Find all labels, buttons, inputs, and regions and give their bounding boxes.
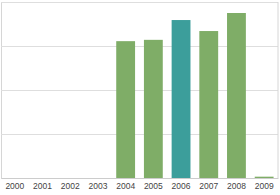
y-tick bbox=[1, 178, 278, 179]
bar bbox=[255, 177, 274, 178]
x-tick: 2004 bbox=[116, 178, 135, 191]
bar bbox=[116, 41, 135, 178]
x-tick-label: 2007 bbox=[199, 181, 218, 191]
x-tick-label: 2003 bbox=[88, 181, 107, 191]
y-axis bbox=[1, 3, 278, 179]
x-axis: 2000 2001 2002 2003 2004 2005 2006 2007 2008 2009 bbox=[2, 178, 279, 191]
bar bbox=[227, 13, 246, 178]
bars bbox=[116, 13, 273, 178]
x-tick: 2008 bbox=[227, 178, 246, 191]
grid-line bbox=[1, 178, 278, 179]
x-tick: 2000 bbox=[5, 178, 24, 191]
x-tick: 2003 bbox=[88, 178, 107, 191]
x-tick-label: 2000 bbox=[5, 181, 24, 191]
x-tick: 2005 bbox=[144, 178, 163, 191]
frame-line bbox=[278, 2, 279, 178]
x-tick-label: 2004 bbox=[116, 181, 135, 191]
grid-line bbox=[1, 2, 278, 3]
x-tick: 2002 bbox=[61, 178, 80, 191]
x-tick-label: 2009 bbox=[255, 181, 274, 191]
y-tick bbox=[1, 2, 278, 3]
x-axis-line bbox=[2, 178, 279, 179]
plot: 2000 2001 2002 2003 2004 2005 2006 2007 2008 2009 bbox=[1, 2, 279, 191]
x-tick-label: 2002 bbox=[61, 181, 80, 191]
x-tick: 2009 bbox=[255, 178, 274, 191]
x-tick: 2007 bbox=[199, 178, 218, 191]
x-tick-label: 2008 bbox=[227, 181, 246, 191]
bar bbox=[144, 40, 163, 178]
x-tick-label: 2005 bbox=[144, 181, 163, 191]
bar bbox=[199, 31, 218, 178]
x-tick-label: 2001 bbox=[33, 181, 52, 191]
x-tick: 2006 bbox=[172, 178, 191, 191]
x-tick-label: 2006 bbox=[172, 181, 191, 191]
y-axis-line bbox=[2, 3, 279, 179]
bar bbox=[172, 20, 191, 178]
x-tick: 2001 bbox=[33, 178, 52, 191]
chart: 2000 2001 2002 2003 2004 2005 2006 2007 2008 2009 bbox=[0, 0, 280, 195]
